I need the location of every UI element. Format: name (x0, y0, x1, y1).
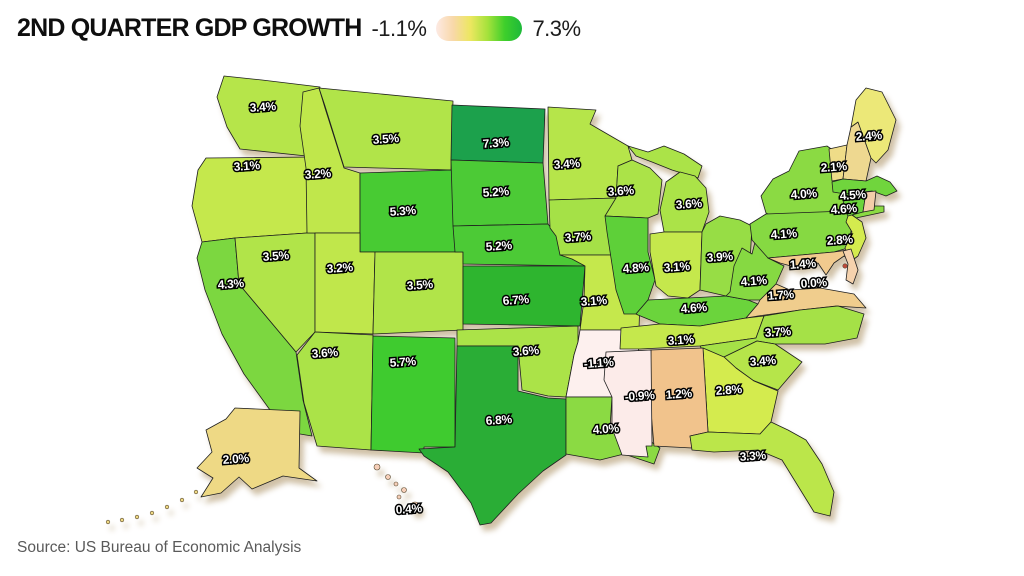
state-value-label-AZ: 3.6% (311, 345, 339, 361)
state-value-label-LA: 4.0% (592, 421, 620, 437)
state-value-label-MS: -0.9% (624, 388, 655, 404)
state-value-label-NJ: 2.8% (826, 232, 854, 248)
state-value-label-GA: 2.8% (715, 382, 743, 398)
page-title: 2ND QUARTER GDP GROWTH (17, 14, 362, 42)
state-AK[interactable] (196, 407, 318, 498)
state-value-label-MD: 1.4% (789, 256, 817, 272)
state-value-label-CA: 4.3% (217, 276, 245, 292)
state-value-label-MT: 3.5% (372, 131, 400, 147)
state-value-label-NY: 4.0% (790, 186, 818, 202)
state-value-label-MA: 4.5% (839, 187, 867, 203)
state-ME[interactable] (850, 87, 897, 164)
state-value-label-SD: 5.2% (482, 184, 510, 200)
state-HI-island[interactable] (401, 487, 407, 493)
state-HI-island[interactable] (373, 463, 381, 471)
state-value-label-PA: 4.1% (770, 226, 798, 242)
state-MI[interactable] (627, 145, 703, 179)
state-CO[interactable] (372, 251, 464, 335)
state-value-label-KS: 6.7% (502, 292, 530, 308)
state-value-label-TX: 6.8% (485, 412, 513, 428)
state-DE[interactable] (842, 248, 859, 285)
state-AZ[interactable] (296, 331, 374, 451)
state-TX[interactable] (418, 345, 567, 526)
state-value-label-NC: 3.7% (764, 324, 792, 340)
state-HI-island[interactable] (396, 494, 402, 500)
state-value-label-SC: 3.4% (749, 353, 777, 369)
state-value-label-WV: 4.1% (740, 273, 768, 289)
state-NM[interactable] (370, 335, 456, 454)
state-value-label-AL: 1.2% (665, 386, 693, 402)
state-value-label-WI: 3.6% (607, 183, 635, 199)
state-value-label-KY: 4.6% (680, 300, 708, 316)
state-value-label-CO: 3.5% (406, 277, 434, 293)
state-value-label-DE: 0.0% (800, 275, 828, 291)
state-MI[interactable] (659, 171, 710, 233)
state-WI[interactable] (604, 159, 663, 219)
legend-min-label: -1.1% (371, 15, 427, 41)
state-MS[interactable] (603, 349, 653, 458)
state-value-label-AR: -1.1% (583, 355, 614, 371)
state-value-label-AK: 2.0% (222, 451, 250, 467)
state-value-label-NM: 5.7% (389, 354, 417, 370)
state-value-label-MI: 3.6% (675, 196, 703, 212)
aleutian-island (105, 519, 111, 525)
state-value-label-OR: 3.1% (233, 158, 261, 174)
state-DC[interactable] (842, 263, 848, 269)
us-map-land (105, 75, 898, 526)
legend-max-label: 7.3% (532, 15, 581, 41)
state-value-label-FL: 3.3% (739, 448, 767, 464)
state-value-label-IL: 4.8% (622, 260, 650, 276)
state-value-label-VA: 1.7% (767, 287, 795, 303)
state-value-label-TN: 3.1% (667, 332, 695, 348)
state-value-label-IN: 3.1% (663, 259, 691, 275)
state-value-label-WY: 5.3% (389, 203, 417, 219)
state-HI-island[interactable] (409, 501, 421, 513)
state-value-label-IA: 3.7% (564, 229, 592, 245)
aleutian-island (119, 517, 125, 523)
state-value-labels: 3.4% 3.1% 4.3% 3.5% 3.2% 3.5% 5.3% 3.2% 3.5% 3.6%… (216, 98, 885, 519)
state-KS[interactable] (462, 265, 586, 327)
state-value-label-NE: 5.2% (485, 238, 513, 254)
state-HI-island[interactable] (393, 481, 399, 487)
aleutian-island (164, 504, 170, 510)
state-MT[interactable] (318, 87, 454, 171)
state-value-label-WA: 3.4% (249, 99, 277, 115)
state-RI[interactable] (862, 190, 877, 213)
state-value-label-MO: 3.1% (580, 293, 608, 309)
state-value-label-HI: 0.4% (395, 501, 423, 517)
state-VA[interactable] (745, 283, 867, 319)
legend-gradient-bar (436, 16, 523, 41)
state-value-label-ME: 2.4% (855, 128, 883, 144)
state-MA[interactable] (831, 175, 898, 197)
state-CT[interactable] (842, 191, 867, 217)
state-HI-island[interactable] (385, 474, 391, 480)
header: 2ND QUARTER GDP GROWTH -1.1% 7.3% (17, 14, 581, 43)
aleutian-island (134, 514, 140, 520)
state-value-label-VT: 2.1% (820, 159, 848, 175)
state-value-label-ND: 7.3% (482, 135, 510, 151)
aleutian-island (149, 510, 155, 516)
state-ND[interactable] (450, 104, 546, 164)
state-value-label-OH: 3.9% (706, 249, 734, 265)
aleutian-island (193, 489, 199, 495)
state-value-label-NV: 3.5% (262, 248, 290, 264)
source-note: Source: US Bureau of Economic Analysis (17, 539, 302, 556)
state-value-label-ID: 3.2% (304, 166, 332, 182)
state-FL[interactable] (689, 421, 835, 517)
state-value-label-OK: 3.6% (512, 343, 540, 359)
aleutian-island (179, 497, 185, 503)
state-value-label-CT: 4.6% (830, 201, 858, 217)
state-value-label-MN: 3.4% (553, 156, 581, 172)
state-value-label-UT: 3.2% (326, 260, 354, 276)
